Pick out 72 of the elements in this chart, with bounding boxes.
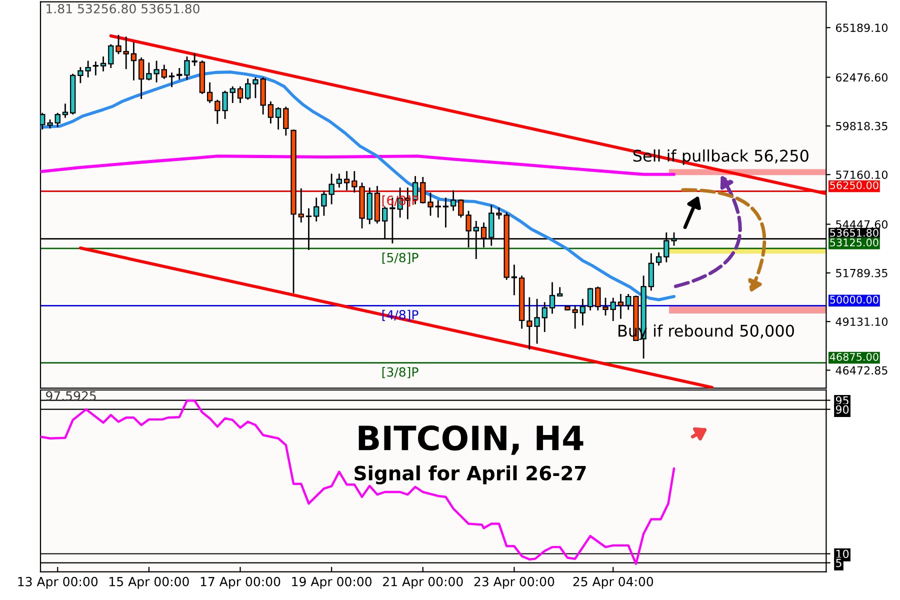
candlestick xyxy=(626,293,632,311)
candlestick xyxy=(549,282,556,314)
candlestick xyxy=(314,196,320,222)
x-tick-label: 23 Apr 00:00 xyxy=(474,576,554,589)
candlestick xyxy=(161,64,167,80)
candlestick xyxy=(557,286,563,298)
y-tick-label: 65189.10 xyxy=(836,24,888,32)
candlestick xyxy=(542,301,548,333)
candlestick xyxy=(595,286,601,312)
candlestick xyxy=(618,293,624,320)
candlestick xyxy=(176,67,182,80)
x-tick-label: 21 Apr 00:00 xyxy=(383,576,463,589)
candlestick xyxy=(450,190,456,212)
x-tick-label: 17 Apr 00:00 xyxy=(200,576,280,589)
candlestick xyxy=(428,192,434,216)
candlestick xyxy=(352,170,358,194)
candlestick xyxy=(496,206,502,220)
candlestick xyxy=(648,252,654,292)
annotation: 97.5925 xyxy=(46,391,96,401)
candlestick xyxy=(108,44,114,69)
candlestick xyxy=(92,60,99,76)
candlestick xyxy=(130,42,137,82)
x-tick-label: 19 Apr 00:00 xyxy=(292,576,372,589)
y-tick-label: 46472.85 xyxy=(836,366,888,375)
candlestick xyxy=(298,188,304,224)
annotation: [5/8]P xyxy=(382,252,418,264)
x-tick-label: 15 Apr 00:00 xyxy=(110,576,189,589)
candlestick xyxy=(283,106,289,136)
candlestick xyxy=(123,36,129,70)
y-tick-label: 62476.60 xyxy=(836,73,888,82)
candlestick xyxy=(100,56,106,72)
ref-line-label: 53651.80 xyxy=(830,228,878,237)
text: BITCOIN, H4 xyxy=(358,425,584,455)
candlestick xyxy=(230,86,236,104)
candlestick xyxy=(275,106,282,130)
candlestick xyxy=(237,86,244,104)
y-tick-label: 51789.35 xyxy=(836,268,888,278)
candlestick xyxy=(206,82,213,104)
ref-line-label: 46875.00 xyxy=(830,352,878,361)
candlestick xyxy=(420,176,426,204)
candlestick xyxy=(168,72,175,88)
y-tick-label: 59818.35 xyxy=(836,122,888,130)
y-tick-label: 90 xyxy=(836,405,849,414)
candlestick xyxy=(610,297,616,322)
ref-line-label: 53125.00 xyxy=(830,238,878,246)
candlestick xyxy=(336,172,342,188)
candlestick xyxy=(138,56,144,100)
candlestick xyxy=(656,252,662,266)
ref-line-label: 50000.00 xyxy=(830,296,878,304)
candlestick xyxy=(192,52,198,67)
candlestick xyxy=(442,196,449,228)
candlestick xyxy=(184,56,190,80)
annotation: 1.81 53256.80 53651.80 xyxy=(46,4,200,14)
candlestick xyxy=(602,297,608,316)
candlestick xyxy=(435,200,441,218)
y-tick-label: 49131.10 xyxy=(836,318,888,326)
annotation: [3/8]P xyxy=(382,367,418,378)
x-tick-label: 13 Apr 00:00 xyxy=(18,576,98,589)
x-tick-label: 25 Apr 04:00 xyxy=(573,576,654,589)
y-tick-label: 54447.60 xyxy=(836,220,888,229)
y-tick-label: 5 xyxy=(836,558,842,568)
ref-line-label: 56250.00 xyxy=(830,181,878,190)
candlestick xyxy=(587,287,594,312)
candlestick xyxy=(54,112,60,128)
candlestick xyxy=(344,170,350,192)
y-tick-label: 57160.10 xyxy=(836,170,888,179)
candlestick xyxy=(116,34,122,55)
candlestick xyxy=(62,102,68,119)
candlestick xyxy=(268,100,274,124)
candlestick xyxy=(245,78,251,100)
candlestick xyxy=(580,298,586,326)
text: Signal for April 26-27 xyxy=(354,465,586,484)
